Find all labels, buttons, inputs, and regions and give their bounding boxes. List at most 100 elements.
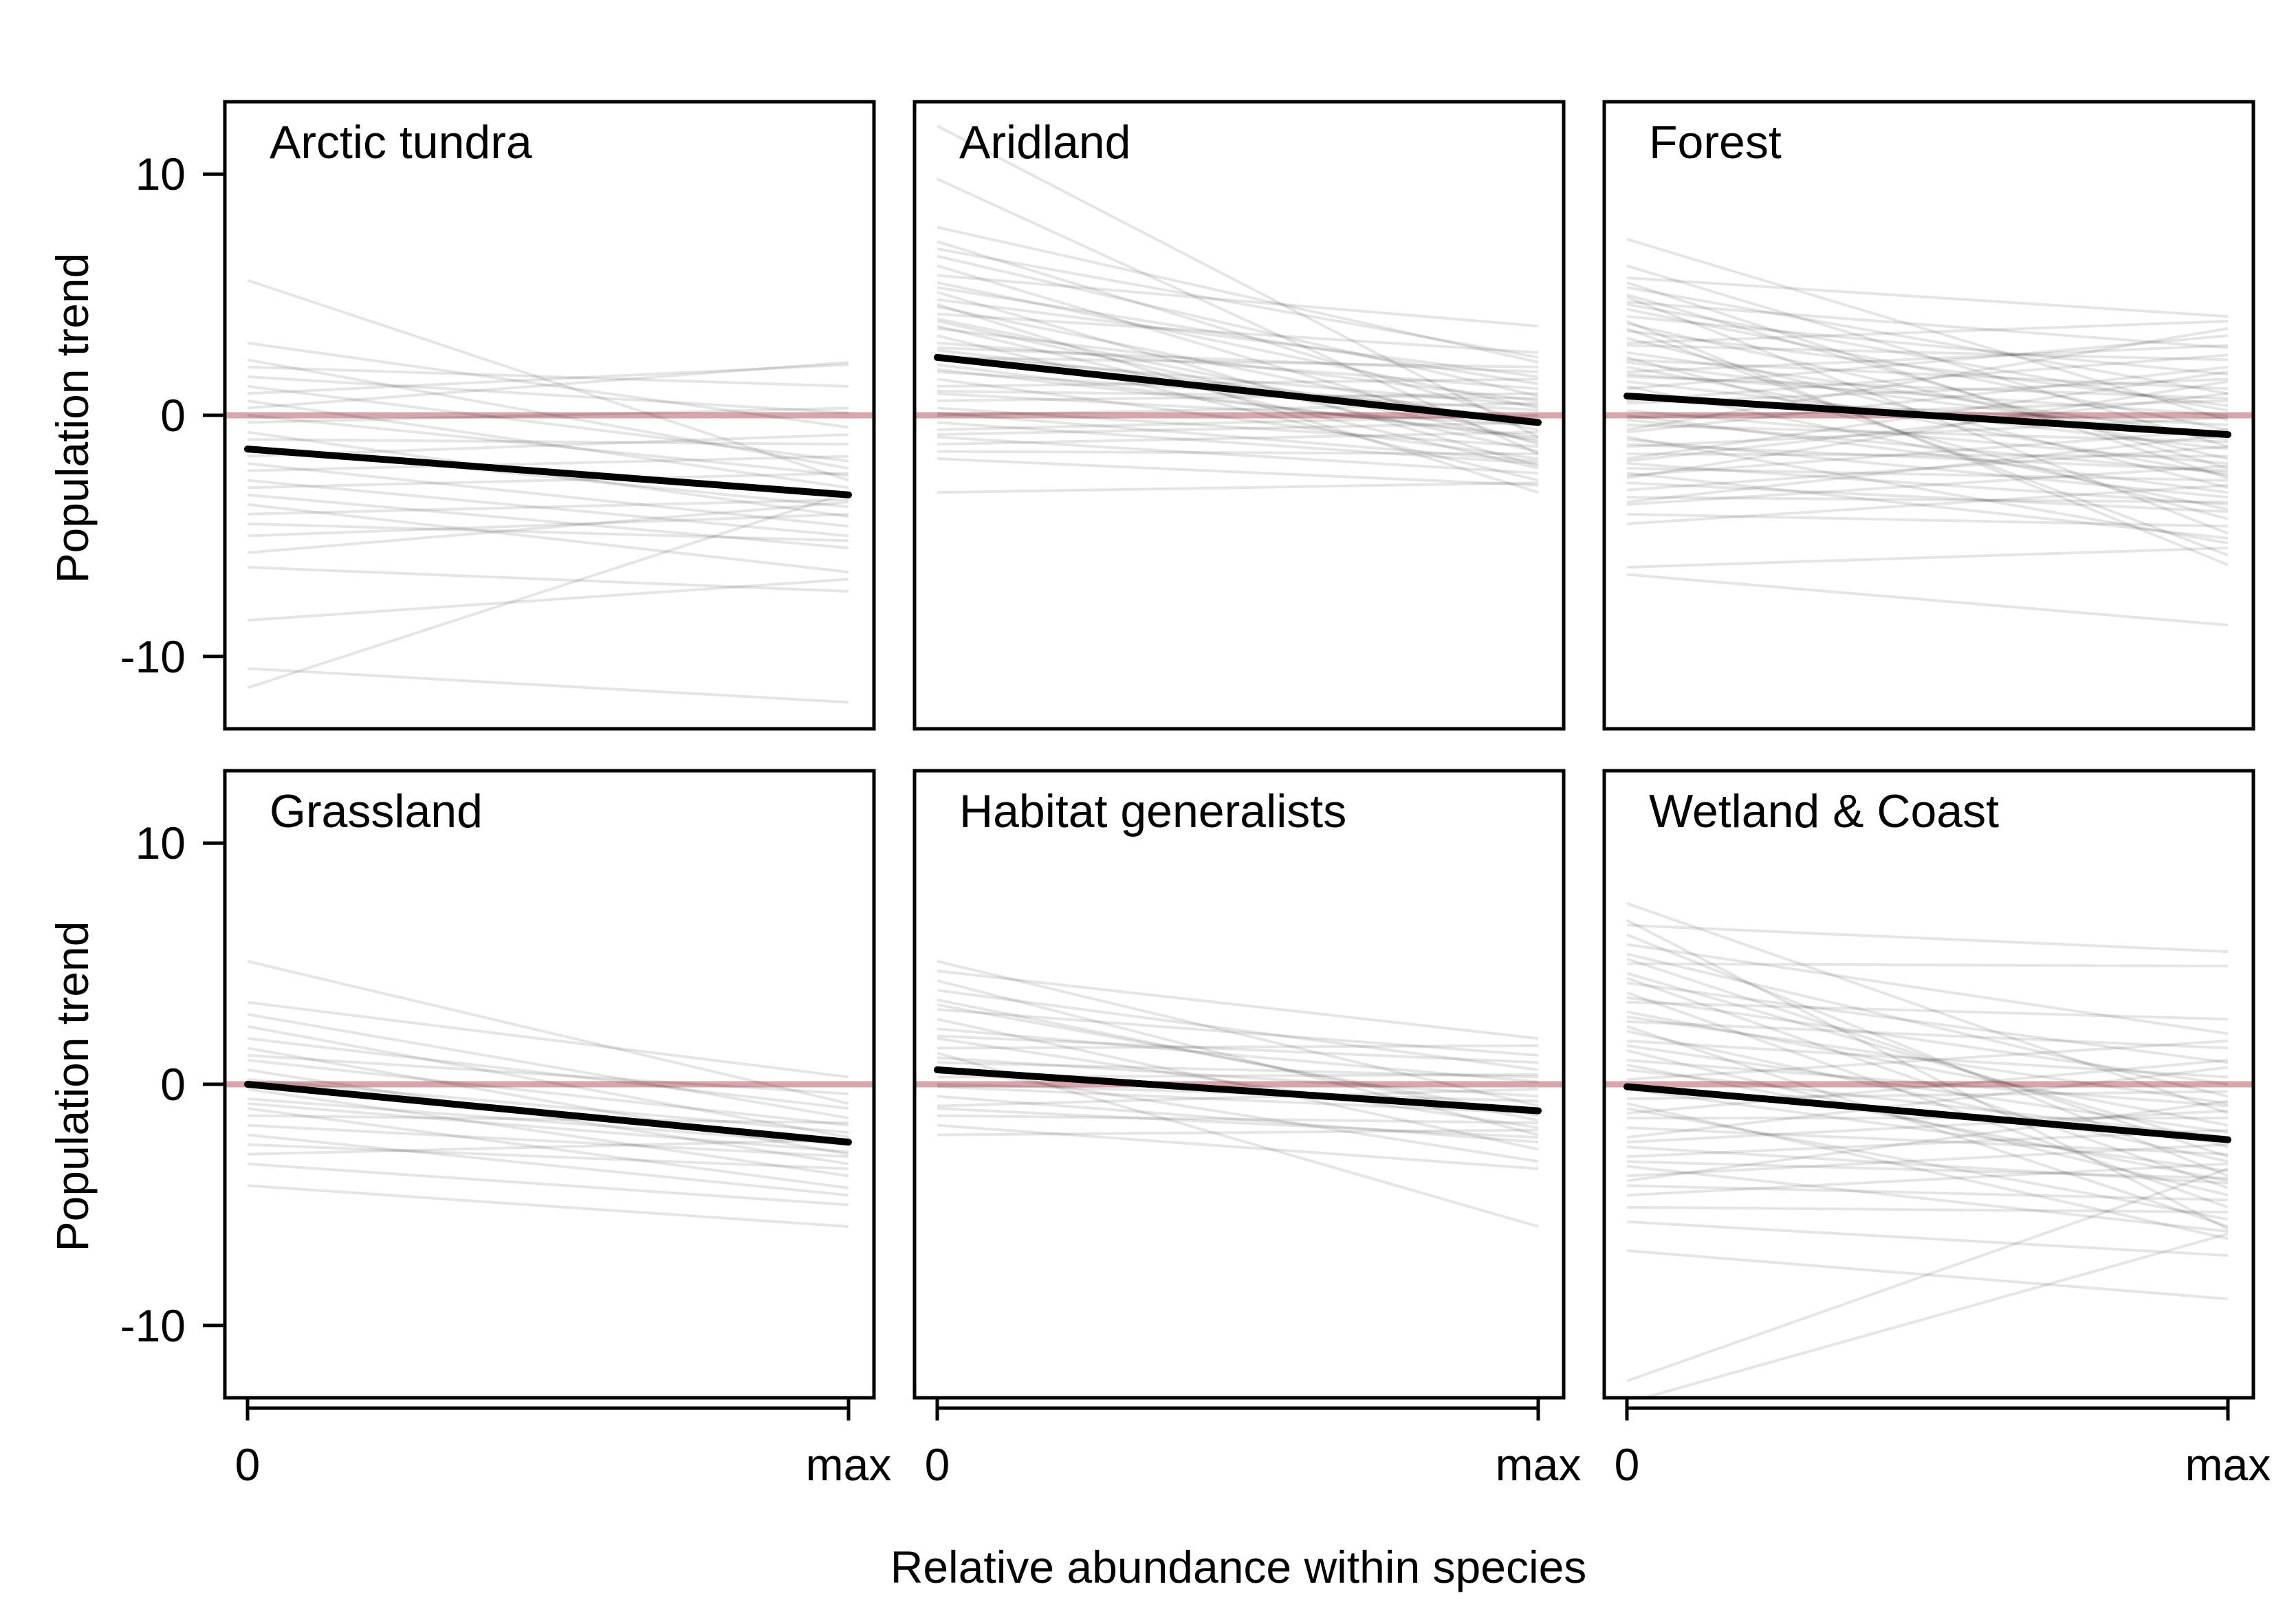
species-trend-line [1626, 1063, 2229, 1183]
species-trend-line [1626, 373, 2229, 417]
species-trend-line [247, 522, 849, 542]
species-trend-line [1626, 276, 2229, 318]
species-trend-line [1626, 1010, 2229, 1127]
species-trend-line [937, 346, 1539, 373]
species-trend-line [247, 493, 849, 549]
species-trend-line [247, 375, 849, 415]
species-trend-line [247, 960, 849, 1106]
species-trend-line [247, 1102, 849, 1154]
species-trend-line [1626, 1088, 2229, 1173]
panel-title: Wetland & Coast [1649, 785, 1999, 837]
species-trend-line [247, 1000, 849, 1079]
species-trend-line [937, 1051, 1539, 1228]
species-trend-line [937, 124, 1539, 439]
species-trend-line [247, 512, 849, 538]
species-trend-line [1626, 496, 2229, 504]
y-axis-title-top: Population trend [47, 253, 98, 584]
species-trend-line [937, 248, 1539, 359]
species-trend-line [1626, 1015, 2229, 1106]
species-trend-line [1626, 943, 2229, 1035]
species-trend-line [1626, 1058, 2229, 1115]
species-trend-line [1626, 1249, 2229, 1301]
y-tick-label: 10 [135, 149, 186, 199]
species-trend-line [1626, 392, 2229, 463]
species-trend-line [1626, 315, 2229, 376]
species-trend-line [1626, 435, 2229, 545]
species-trend-line [937, 303, 1539, 494]
species-trend-line [1626, 972, 2229, 1149]
species-trend-line [1626, 1107, 2229, 1221]
panel-title: Grassland [270, 785, 483, 837]
species-trend-line [1626, 1024, 2229, 1228]
species-trend-line [937, 392, 1539, 427]
species-trend-line [1626, 344, 2229, 362]
species-trend-line [937, 355, 1539, 369]
species-trend-line [1626, 957, 2229, 1159]
species-trend-line [247, 406, 849, 424]
species-trend-line [937, 1044, 1539, 1050]
species-trend-line [937, 1008, 1539, 1057]
species-trend-line [1626, 320, 2229, 344]
y-tick-label: -10 [120, 631, 186, 682]
species-trend-line [937, 1003, 1539, 1117]
species-trend-line [1626, 365, 2229, 434]
species-trend-line [1626, 1145, 2229, 1185]
species-trend-line [247, 360, 849, 410]
species-trend-line [937, 1018, 1539, 1151]
species-trend-line [247, 1037, 849, 1110]
species-trend-line [247, 1097, 849, 1146]
species-trend-line [247, 1123, 849, 1159]
x-tick-label: 0 [1615, 1439, 1640, 1490]
species-trend-line [1626, 334, 2229, 391]
plot-area [225, 278, 874, 704]
species-trend-line [1626, 445, 2229, 492]
species-trend-line [1626, 981, 2229, 1064]
species-trend-line [937, 320, 1539, 453]
species-trend-line [937, 1095, 1539, 1144]
species-trend-line [937, 274, 1539, 328]
species-trend-line [1626, 438, 2229, 499]
species-trend-line [1626, 573, 2229, 627]
species-trend-line [247, 1184, 849, 1228]
species-trend-line [937, 1114, 1539, 1125]
species-trend-line [247, 414, 849, 477]
species-trend-line [247, 479, 849, 538]
x-axis-ticks: 0 max 0 max 0 max [235, 1398, 2271, 1490]
species-trend-line [937, 334, 1539, 482]
species-trend-line [1626, 428, 2229, 477]
panel-title: Forest [1649, 116, 1782, 168]
species-trend-line [937, 979, 1539, 1137]
panel-wetland-coast: Wetland & Coast [1602, 769, 2255, 1400]
x-tick-label: 0 [235, 1439, 261, 1490]
species-trend-line [937, 457, 1539, 487]
species-trend-line [1639, 1232, 2229, 1398]
species-trend-line [1626, 307, 2229, 432]
panel-title: Aridland [959, 116, 1131, 168]
plot-area [915, 124, 1564, 494]
panel-arctic-tundra: Arctic tundra [223, 100, 876, 731]
panel-title: Arctic tundra [270, 116, 532, 168]
species-trend-line [937, 325, 1539, 470]
species-trend-line [937, 1034, 1539, 1064]
species-trend-line [247, 1068, 849, 1165]
x-tick-label: max [806, 1439, 892, 1490]
y-tick-label: -10 [120, 1300, 186, 1351]
species-trend-line [247, 1133, 849, 1197]
species-trend-line [937, 286, 1539, 386]
species-trend-line [937, 1056, 1539, 1098]
species-trend-line [1626, 1039, 2229, 1081]
species-trend-line [247, 1138, 849, 1156]
species-trend-line [247, 454, 849, 472]
panels-layer: Arctic tundra Aridland Forest Grassland Habi… [223, 100, 2255, 1400]
species-trend-line [1626, 264, 2229, 448]
species-trend-line [1626, 419, 2229, 475]
species-trend-line [937, 1085, 1539, 1115]
species-trend-line [937, 435, 1539, 475]
species-trend-line [1626, 1020, 2229, 1050]
species-trend-line [1626, 1160, 2229, 1180]
mean-trend-line [934, 1066, 1542, 1115]
species-trend-line [937, 998, 1539, 1122]
species-trend-line [1626, 414, 2229, 494]
panel-frame [912, 100, 1566, 731]
panel-frame [1602, 769, 2255, 1400]
